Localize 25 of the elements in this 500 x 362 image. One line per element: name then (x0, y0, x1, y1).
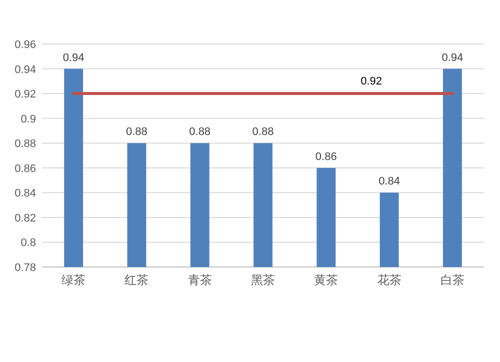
y-tick-label: 0.94 (14, 64, 36, 76)
x-tick-label: 绿茶 (62, 273, 86, 287)
y-tick-label: 0.9 (20, 113, 36, 126)
x-tick-label: 青茶 (188, 273, 212, 287)
y-tick-label: 0.88 (14, 138, 36, 150)
y-tick-label: 0.96 (14, 39, 36, 51)
x-tick-label: 红茶 (124, 273, 149, 287)
data-label: 0.92 (360, 76, 382, 88)
x-tick-label: 白茶 (440, 273, 464, 287)
y-tick-label: 0.84 (14, 188, 36, 200)
y-tick-label: 0.8 (20, 237, 36, 250)
x-tick-label: 黑茶 (251, 273, 275, 287)
y-tick-label: 0.82 (14, 212, 36, 224)
data-label: 0.88 (252, 126, 274, 138)
y-tick-label: 0.78 (14, 262, 36, 274)
data-label: 0.84 (378, 176, 400, 188)
data-label: 0.88 (126, 126, 148, 138)
x-tick-label: 花茶 (377, 273, 402, 287)
data-label: 0.86 (315, 150, 337, 163)
data-label: 0.88 (189, 126, 211, 138)
data-label: 0.94 (62, 52, 84, 64)
y-tick-label: 0.92 (14, 88, 36, 101)
data-label: 0.94 (442, 52, 464, 64)
x-tick-label: 黄茶 (314, 273, 338, 287)
y-tick-label: 0.86 (14, 162, 36, 175)
